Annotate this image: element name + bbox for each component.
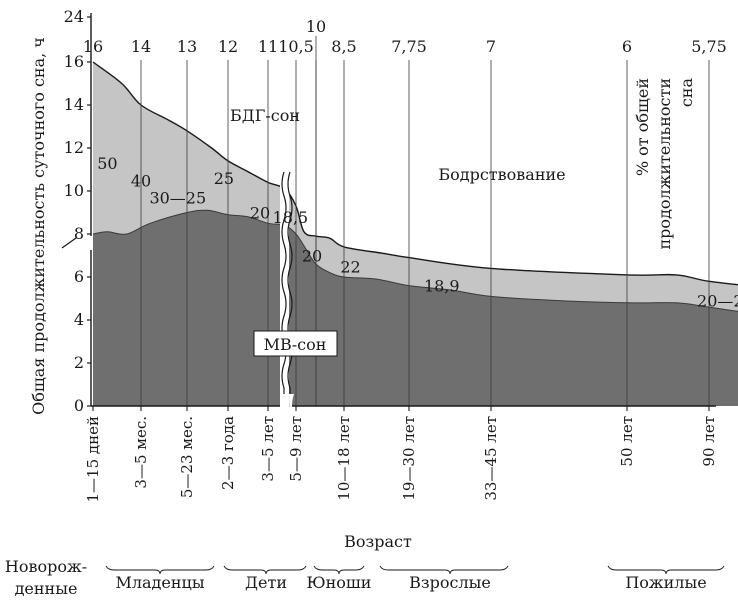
y-tick-label: 6 — [74, 267, 84, 286]
total-sleep-label: 7 — [486, 37, 496, 56]
total-sleep-label: 10 — [306, 17, 326, 36]
group-label-newborn: Новорож- — [5, 557, 87, 576]
group-label: Пожилые — [625, 573, 706, 592]
nrem-sleep-area — [93, 210, 738, 406]
group-brace — [379, 565, 509, 575]
total-sleep-label: 5,75 — [691, 37, 727, 56]
rem-percent-label: 20 — [250, 204, 270, 223]
total-sleep-line — [92, 61, 738, 286]
y-tick-label: 4 — [74, 310, 84, 329]
y-axis-break — [61, 237, 77, 249]
total-sleep-label: 6 — [622, 37, 632, 56]
group-brace — [105, 565, 215, 575]
y-tick-label: 14 — [64, 95, 84, 114]
age-tick-label: 3—5 мес. — [132, 416, 150, 489]
rem-percent-label: 18,9 — [424, 277, 460, 296]
age-tick-label: 5—9 лет — [287, 416, 305, 482]
wake-label: Бодрствование — [438, 165, 565, 184]
percent-note-line: % от общей — [633, 78, 652, 176]
age-tick-label: 10—18 лет — [335, 416, 353, 501]
group-brace — [607, 565, 725, 575]
age-tick-label: 5—23 мес. — [178, 416, 196, 498]
total-sleep-label: 16 — [83, 37, 103, 56]
x-axis-title: Возраст — [344, 532, 412, 551]
age-tick-label: 2—3 года — [219, 416, 237, 490]
age-grid-lines — [140, 36, 710, 406]
group-label: Юноши — [307, 573, 372, 592]
nrem-boundary-line — [92, 209, 738, 312]
group-brace — [223, 565, 307, 575]
y-tick-label: 12 — [64, 138, 84, 157]
total-sleep-label: 11 — [258, 37, 278, 56]
rem-percent-label: 22 — [340, 257, 360, 276]
total-sleep-label: 10,5 — [278, 37, 314, 56]
nrem-label-box — [253, 330, 338, 357]
group-label: Дети — [245, 573, 287, 592]
rem-percent-label: 25 — [214, 169, 234, 188]
nrem-sleep-label: МВ-сон — [264, 335, 327, 354]
total-sleep-label: 14 — [131, 37, 151, 56]
y-tick-label: 10 — [64, 181, 84, 200]
rem-percent-label: 20 — [302, 247, 322, 266]
y-tick-label: 24 — [64, 7, 84, 26]
y-tick-label: 16 — [64, 52, 84, 71]
total-sleep-label: 12 — [218, 37, 238, 56]
group-label-newborn: денные — [15, 579, 78, 598]
age-tick-label: 1—15 дней — [84, 416, 102, 503]
total-sleep-label: 8,5 — [331, 37, 356, 56]
y-tick-label: 2 — [74, 353, 84, 372]
rem-percent-label: 20—23 — [697, 292, 738, 311]
age-tick-label: 90 лет — [700, 416, 718, 467]
rem-sleep-label: БДГ-сон — [230, 106, 300, 125]
y-axis-title: Общая продолжительность суточного сна, ч — [29, 37, 48, 415]
age-tick-label: 3—5 лет — [259, 416, 277, 482]
percent-note-line: сна — [677, 78, 696, 108]
rem-percent-label: 18,5 — [273, 208, 309, 227]
axis-break-gap — [280, 170, 289, 412]
group-brace — [313, 565, 365, 575]
total-sleep-label: 7,75 — [391, 37, 427, 56]
group-label: Взрослые — [409, 573, 491, 592]
y-tick-label: 8 — [74, 224, 84, 243]
group-label: Младенцы — [115, 573, 204, 592]
age-tick-label: 19—30 лет — [400, 416, 418, 501]
percent-note-line: продолжительности — [655, 78, 674, 250]
rem-percent-label: 50 — [97, 154, 117, 173]
rem-percent-label: 30—25 — [149, 188, 206, 207]
rem-percent-label: 40 — [131, 171, 151, 190]
total-sleep-label: 13 — [177, 37, 197, 56]
age-tick-label: 50 лет — [618, 416, 636, 467]
age-tick-label: 33—45 лет — [482, 416, 500, 501]
y-tick-label: 0 — [74, 396, 84, 415]
